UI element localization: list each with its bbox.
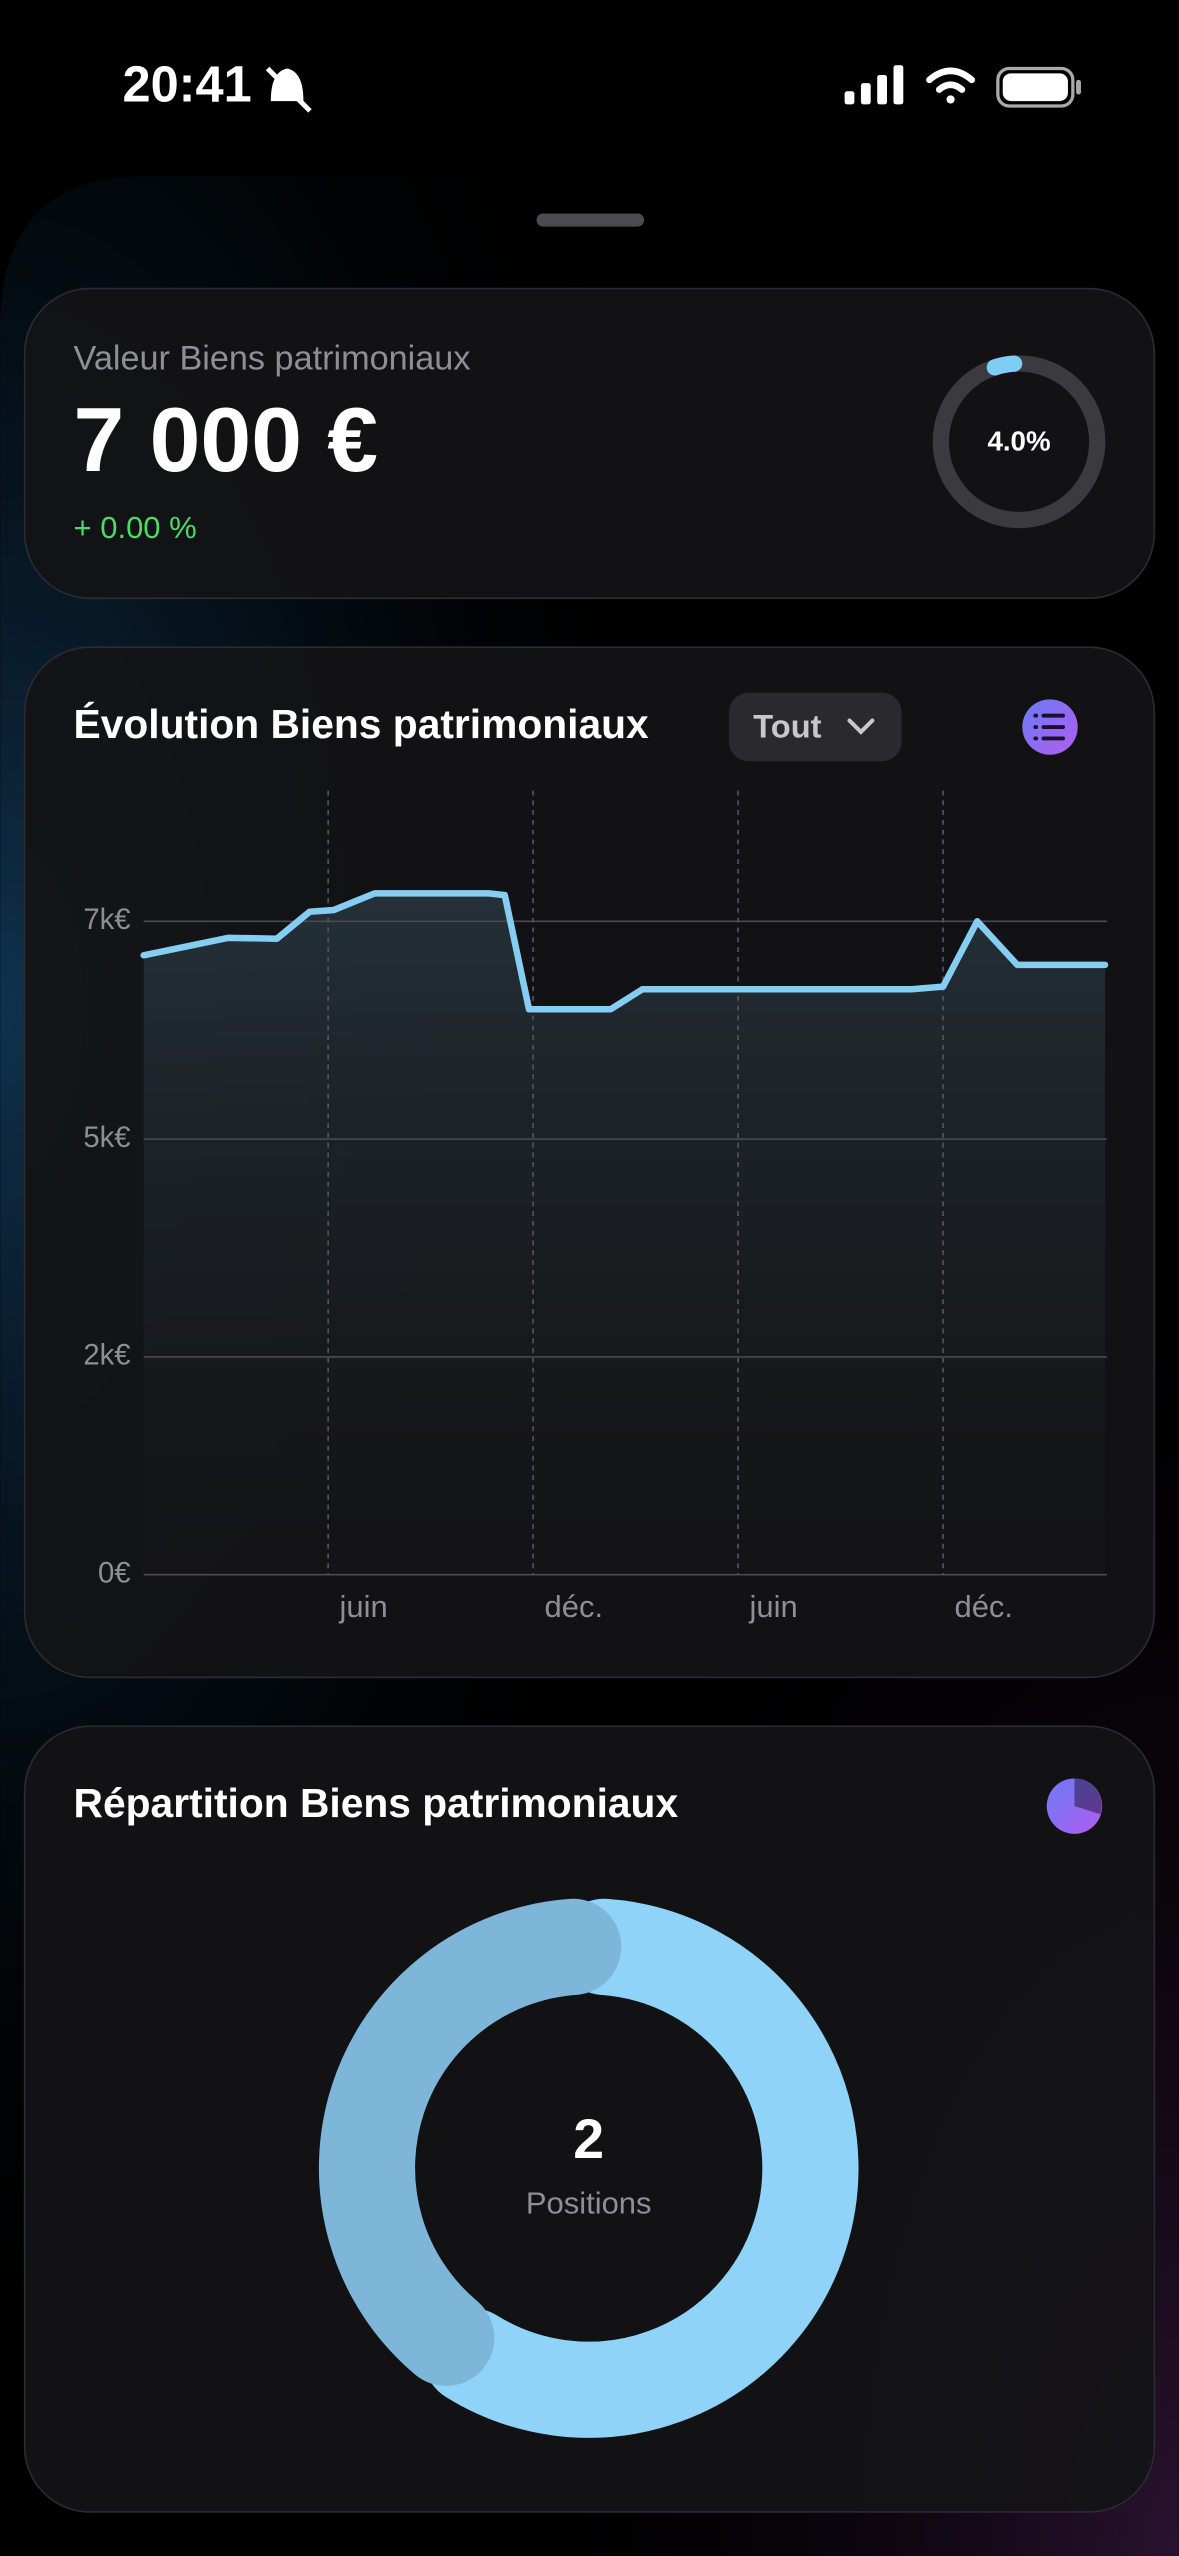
donut-center-value: 2	[573, 2108, 604, 2170]
filter-label: Tout	[753, 707, 821, 744]
donut-segment	[318, 1898, 622, 2386]
x-tick-label: déc.	[954, 1589, 1013, 1624]
pie-icon[interactable]	[1046, 1778, 1103, 1834]
filter-button[interactable]	[728, 692, 902, 762]
status-time: 20:41	[122, 55, 251, 112]
donut-segment	[423, 1898, 859, 2438]
drag-handle[interactable]	[536, 213, 645, 227]
area-fill	[143, 893, 1106, 1575]
summary-card[interactable]	[23, 287, 1156, 600]
gauge-label: 4.0%	[987, 426, 1050, 457]
filter-chevron	[847, 718, 875, 735]
summary-value: 7 000 €	[74, 389, 379, 491]
y-tick-label: 2k€	[83, 1339, 130, 1372]
line-chart: 0€ 2k€ 5k€ 7k€ juin déc. juin déc.	[83, 790, 1109, 1624]
x-tick-label: juin	[339, 1589, 388, 1624]
x-tick-label: juin	[749, 1589, 798, 1624]
donut-center-label: Positions	[526, 2186, 652, 2221]
x-tick-label: déc.	[545, 1589, 604, 1624]
donut-chart	[318, 1898, 859, 2438]
distribution-card	[23, 1725, 1156, 2513]
distribution-title: Répartition Biens patrimoniaux	[74, 1780, 679, 1826]
summary-change: + 0.00 %	[74, 510, 197, 545]
wifi-icon	[926, 67, 976, 104]
y-tick-label: 0€	[98, 1556, 131, 1589]
gauge-arc	[986, 355, 1023, 376]
list-icon[interactable]	[1022, 699, 1078, 755]
evolution-title: Évolution Biens patrimoniaux	[74, 701, 649, 747]
y-tick-label: 7k€	[83, 903, 130, 936]
mute-icon	[265, 66, 312, 113]
summary-label: Valeur Biens patrimoniaux	[74, 339, 471, 377]
y-tick-label: 5k€	[83, 1121, 130, 1154]
value-line	[140, 890, 1109, 1013]
signal-icon	[844, 65, 904, 105]
battery-icon	[996, 66, 1081, 108]
